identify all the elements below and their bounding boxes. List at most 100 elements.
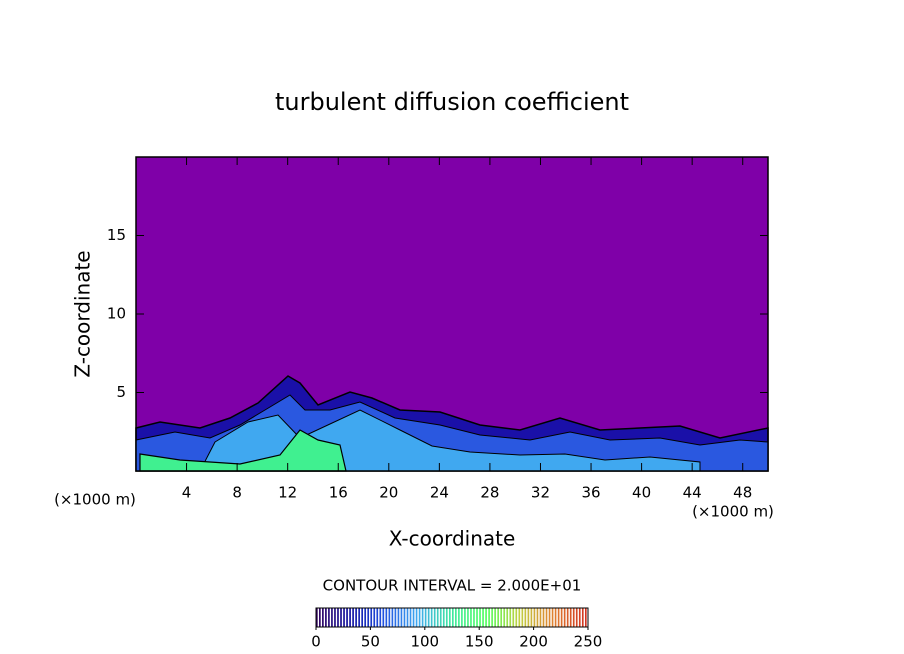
colorbar-tick-label: 0 <box>311 633 321 651</box>
colorbar-tick-label: 250 <box>574 633 603 651</box>
x-tick-label: 32 <box>531 484 550 502</box>
colorbar-strip <box>515 608 518 627</box>
colorbar-strip <box>430 608 433 627</box>
colorbar-strip <box>551 608 554 627</box>
colorbar-strip <box>427 608 430 627</box>
y-tick-label: 10 <box>107 305 126 323</box>
colorbar-strip <box>409 608 412 627</box>
colorbar-strip <box>445 608 448 627</box>
colorbar-strip <box>542 608 545 627</box>
colorbar-strip <box>361 608 363 627</box>
colorbar-strip <box>370 608 373 627</box>
x-tick-label: 28 <box>480 484 499 502</box>
x-tick-label: 40 <box>632 484 651 502</box>
colorbar-strip <box>352 608 354 627</box>
colorbar-strip <box>497 608 499 627</box>
x-tick-label: 48 <box>733 484 752 502</box>
colorbar-strip <box>548 608 551 627</box>
colorbar-strip <box>473 608 475 627</box>
colorbar-strip <box>319 608 321 627</box>
colorbar-strip <box>491 608 493 627</box>
colorbar-strip <box>382 608 385 627</box>
y-tick-label: 5 <box>116 383 126 401</box>
colorbar-strip <box>316 608 318 627</box>
colorbar-strip <box>464 608 466 627</box>
colorbar-strip <box>506 608 509 627</box>
colorbar-strip <box>524 608 527 627</box>
colorbar-strip <box>494 608 496 627</box>
contour-field <box>135 156 769 472</box>
colorbar-strip <box>379 608 382 627</box>
x-unit-label: (×1000 m) <box>54 491 136 509</box>
colorbar-strip <box>433 608 436 627</box>
x-axis-label: X-coordinate <box>389 527 516 551</box>
colorbar-strip <box>364 608 367 627</box>
colorbar-strip <box>397 608 400 627</box>
colorbar-strip <box>566 608 569 627</box>
colorbar-strip <box>572 608 575 627</box>
colorbar-strip <box>485 608 487 627</box>
chart-title: turbulent diffusion coefficient <box>275 88 629 116</box>
colorbar-strip <box>503 608 506 627</box>
colorbar-strip <box>325 608 327 627</box>
colorbar-strip <box>458 608 460 627</box>
colorbar-strip <box>479 608 481 627</box>
colorbar-strip <box>482 608 484 627</box>
colorbar-strip <box>328 608 330 627</box>
colorbar-strip <box>569 608 572 627</box>
colorbar-strip <box>488 608 490 627</box>
x-tick-label: 20 <box>379 484 398 502</box>
colorbar-strip <box>518 608 521 627</box>
colorbar-strip <box>557 608 560 627</box>
colorbar-strip <box>536 608 539 627</box>
colorbar-strip <box>584 608 587 627</box>
colorbar-strip <box>403 608 406 627</box>
x-tick-label: 4 <box>182 484 192 502</box>
colorbar-tick-label: 200 <box>519 633 548 651</box>
colorbar-strip <box>436 608 439 627</box>
x-tick-label: 12 <box>278 484 297 502</box>
colorbar-strip <box>539 608 542 627</box>
colorbar-strip <box>452 608 454 627</box>
x-tick-label: 24 <box>430 484 449 502</box>
colorbar-strip <box>343 608 345 627</box>
colorbar-strip <box>322 608 324 627</box>
colorbar-strip <box>385 608 388 627</box>
colorbar-tick-label: 100 <box>410 633 439 651</box>
colorbar-strip <box>581 608 584 627</box>
colorbar-strip <box>358 608 360 627</box>
colorbar-strip <box>500 608 503 627</box>
x-tick-label: 44 <box>683 484 702 502</box>
colorbar-tick-label: 150 <box>465 633 494 651</box>
colorbar-strip <box>509 608 512 627</box>
colorbar-strip <box>467 608 469 627</box>
colorbar-strip <box>394 608 397 627</box>
x-unit-label: (×1000 m) <box>692 503 774 521</box>
colorbar-strip <box>349 608 351 627</box>
colorbar-strip <box>470 608 472 627</box>
colorbar-strip <box>439 608 442 627</box>
colorbar-strip <box>331 608 333 627</box>
colorbar-strip <box>367 608 370 627</box>
colorbar-frame <box>315 607 589 628</box>
colorbar-strip <box>521 608 524 627</box>
colorbar-strip <box>388 608 391 627</box>
colorbar-strip <box>334 608 336 627</box>
colorbar-strip <box>412 608 415 627</box>
colorbar-strip <box>415 608 418 627</box>
colorbar-tick-label: 50 <box>361 633 380 651</box>
colorbar-strip <box>406 608 409 627</box>
colorbar-strip <box>442 608 445 627</box>
colorbar-strip <box>533 608 536 627</box>
colorbar-strip <box>373 608 376 627</box>
colorbar-strip <box>530 608 533 627</box>
colorbar-strip <box>527 608 530 627</box>
colorbar-strip <box>455 608 457 627</box>
y-axis-label: Z-coordinate <box>71 250 95 377</box>
colorbar-strip <box>340 608 342 627</box>
colorbar-strip <box>376 608 379 627</box>
colorbar-strip <box>461 608 463 627</box>
colorbar-strip <box>355 608 357 627</box>
